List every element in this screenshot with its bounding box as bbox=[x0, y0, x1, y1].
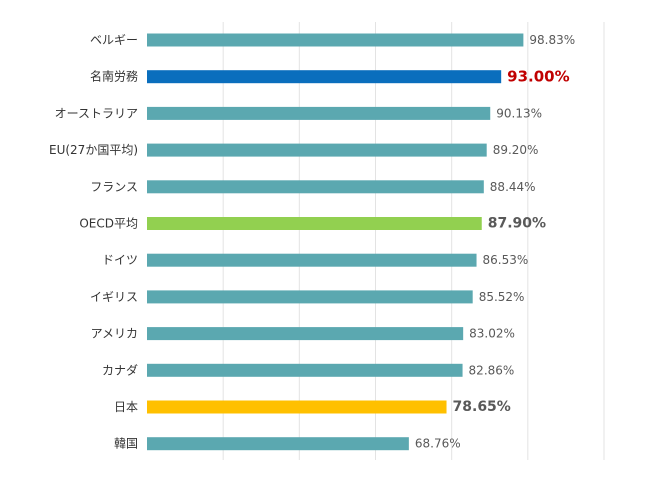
bar bbox=[147, 363, 463, 377]
data-label: 86.53% bbox=[483, 253, 529, 267]
category-label: EU(27か国平均) bbox=[49, 143, 138, 157]
category-label: OECD平均 bbox=[79, 217, 138, 231]
bar bbox=[147, 327, 464, 341]
bar bbox=[147, 400, 447, 414]
data-label: 83.02% bbox=[469, 327, 515, 341]
gridlines bbox=[222, 22, 605, 460]
data-label: 82.86% bbox=[469, 363, 515, 377]
data-label: 93.00% bbox=[507, 68, 569, 86]
category-label: 名南労務 bbox=[90, 69, 138, 84]
bar bbox=[147, 143, 487, 157]
bar bbox=[147, 180, 484, 194]
category-label: アメリカ bbox=[91, 327, 138, 341]
bar bbox=[147, 217, 482, 230]
data-label: 90.13% bbox=[496, 106, 542, 120]
value-labels: 98.83% 93.00% 90.13% 89.20% 88.44% 87.90% 86.5… bbox=[415, 33, 575, 451]
bar bbox=[147, 70, 502, 84]
category-label: オーストラリア bbox=[55, 106, 138, 120]
data-label: 87.90% bbox=[488, 216, 546, 232]
data-label: 85.52% bbox=[479, 290, 525, 304]
bars bbox=[147, 33, 524, 451]
bar bbox=[147, 253, 477, 267]
data-label: 68.76% bbox=[415, 437, 461, 451]
data-label: 88.44% bbox=[490, 180, 536, 194]
bar bbox=[147, 106, 491, 120]
data-label: 98.83% bbox=[529, 33, 575, 47]
category-label: カナダ bbox=[102, 362, 138, 377]
category-label: ドイツ bbox=[102, 253, 138, 267]
category-label: 韓国 bbox=[114, 437, 138, 451]
bar bbox=[147, 290, 473, 304]
data-label: 89.20% bbox=[493, 143, 539, 157]
category-label: イギリス bbox=[90, 290, 138, 304]
category-label: フランス bbox=[90, 180, 138, 194]
data-label: 78.65% bbox=[453, 399, 511, 415]
category-label: 日本 bbox=[114, 400, 138, 414]
bar bbox=[147, 33, 524, 47]
category-label: ベルギー bbox=[90, 33, 138, 47]
bar bbox=[147, 437, 409, 451]
